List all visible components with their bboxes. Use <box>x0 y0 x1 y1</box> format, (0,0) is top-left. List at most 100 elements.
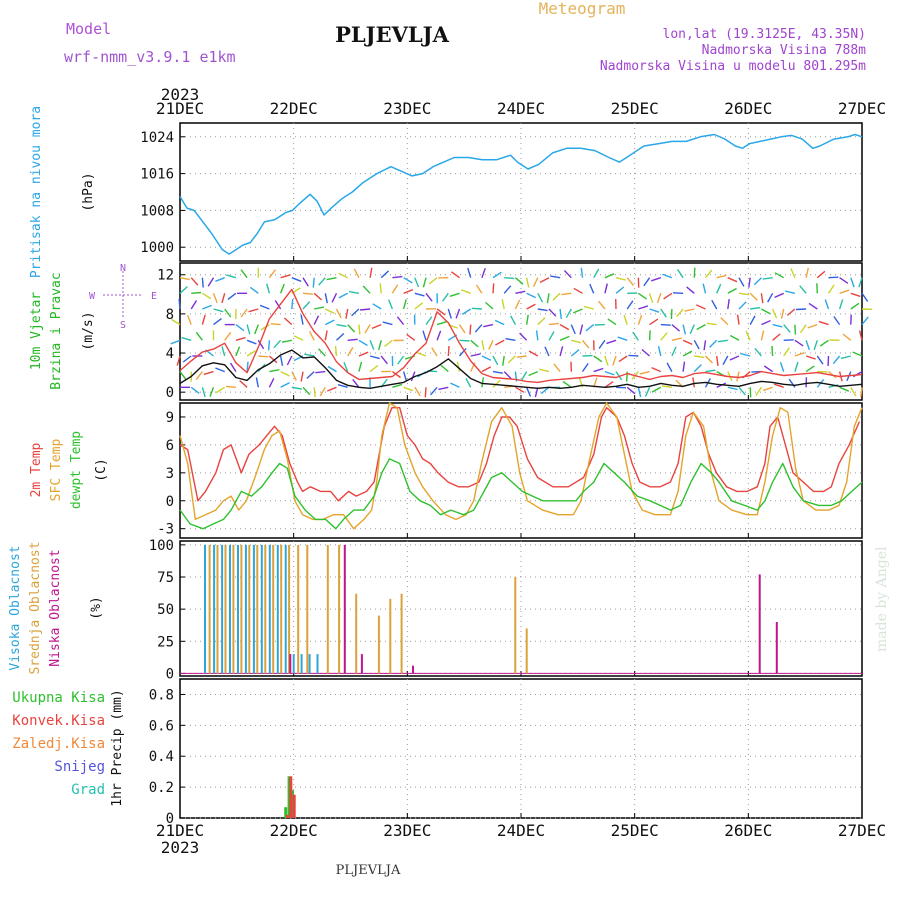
compass-n: N <box>120 263 126 274</box>
wind-barb <box>809 303 817 309</box>
model-name: wrf-nmm_v3.9.1 e1km <box>64 48 236 66</box>
wind-barb <box>493 372 503 374</box>
wind-barb <box>728 387 738 389</box>
footer-station: PLJEVLJA <box>336 863 401 878</box>
wind-barb <box>529 372 538 376</box>
wind-barb <box>214 319 222 325</box>
wind-barb <box>339 293 348 298</box>
wind-barb <box>314 387 315 397</box>
cloud-bar-high_cloud <box>229 545 231 674</box>
wind-barb <box>616 387 626 388</box>
wind-barb <box>208 278 213 287</box>
wind-barb <box>250 287 258 293</box>
wind-barb <box>385 340 393 346</box>
wind-barb <box>360 309 370 310</box>
cloud-bar-mid_cloud <box>401 594 403 674</box>
wind-barb <box>493 283 494 293</box>
pressure-label: Pritisak na nivou mora <box>29 106 44 278</box>
cloud-bar-high_cloud <box>221 545 223 674</box>
x-tick-top-23DEC: 23DEC <box>383 99 431 118</box>
wind-barb <box>605 284 607 294</box>
wind-barb <box>817 283 818 293</box>
wind-barb <box>202 278 203 288</box>
wind-barb <box>504 286 511 294</box>
wind-barb <box>191 278 198 285</box>
cloud-bar-high_cloud <box>277 545 279 674</box>
wind-barb <box>392 285 397 294</box>
wind-barb <box>294 336 303 340</box>
wind-barb <box>738 315 739 325</box>
wind-barb <box>426 293 432 301</box>
wind-barb <box>381 271 388 278</box>
wind-barb <box>599 340 605 348</box>
y-tick-clouds-75: 75 <box>157 570 174 586</box>
cloud-bar-low_cloud <box>344 545 346 674</box>
wind-barb <box>741 354 751 356</box>
wind-barb <box>392 384 402 387</box>
wind-barb <box>225 332 231 340</box>
wind-barb <box>718 340 728 341</box>
precip-legend-0: Ukupna Kisa <box>12 690 105 706</box>
wind-barb <box>247 325 250 335</box>
wind-barb <box>750 293 757 300</box>
wind-barb <box>586 325 594 331</box>
wind-barb <box>271 324 281 325</box>
wind-barb <box>580 325 582 335</box>
wind-barb <box>796 309 806 310</box>
meteogram-title: Meteogram <box>539 0 626 18</box>
wind-barb <box>304 354 314 356</box>
precip-legend-4: Grad <box>71 782 105 798</box>
wind-barb <box>222 346 225 356</box>
y-tick-clouds-50: 50 <box>157 602 174 618</box>
wind-barb <box>672 325 680 332</box>
wind-barb <box>462 309 470 314</box>
wind-barb <box>319 349 326 356</box>
wind-barb <box>307 372 314 379</box>
wind-barb <box>325 309 334 313</box>
wind-barb <box>456 309 459 318</box>
wind-barb <box>706 356 713 363</box>
wind-barb <box>327 278 337 280</box>
wind-barb <box>840 300 843 310</box>
wind-barb <box>303 293 313 294</box>
wind-barb <box>756 387 762 395</box>
wind-barb <box>475 325 482 333</box>
y-tick-clouds-100: 100 <box>149 538 174 554</box>
wind-barb <box>269 270 275 278</box>
wind-barb <box>476 285 482 293</box>
wind-barb <box>840 278 848 284</box>
panel-precip: 00.20.40.60.8 <box>149 679 862 827</box>
wind-barb <box>750 387 751 397</box>
wind-barb <box>332 293 336 302</box>
wind-barb <box>549 323 559 324</box>
wind-barb <box>710 340 717 347</box>
wind-barb <box>571 325 575 334</box>
cloud-bar-mid_cloud <box>240 545 242 674</box>
wind-barb <box>607 340 617 343</box>
wind-barb <box>840 387 849 391</box>
wind-barb <box>862 293 868 301</box>
y-tick-pressure-1024: 1024 <box>140 130 174 146</box>
x-tick-bottom-25DEC: 25DEC <box>611 821 659 840</box>
wind-barb <box>717 284 721 293</box>
wind-barb <box>191 293 201 294</box>
wind-barb <box>506 339 516 341</box>
wind-barb <box>739 293 749 294</box>
wind-barb <box>365 325 370 334</box>
cloud-bar-high_cloud <box>237 545 239 674</box>
wind-barb <box>851 303 859 309</box>
wind-barb <box>781 362 784 371</box>
wind-barb <box>372 325 381 329</box>
wind-barb <box>723 356 728 365</box>
cloud-bar-mid_cloud <box>256 545 258 674</box>
temp-sfc-label: SFC Temp <box>49 439 64 502</box>
wind-barb <box>712 300 717 309</box>
cloud-bar-mid_cloud <box>264 545 266 674</box>
y-tick-pressure-1016: 1016 <box>140 167 174 183</box>
wind-barb <box>287 356 291 365</box>
wind-barb <box>527 315 529 325</box>
cloud-bar-high_cloud <box>261 545 263 674</box>
wind-barb <box>789 379 795 387</box>
wind-barb <box>482 340 484 350</box>
